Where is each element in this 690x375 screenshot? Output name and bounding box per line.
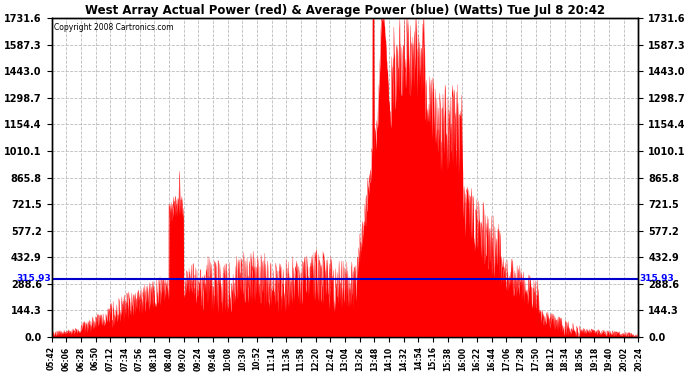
Text: 315.93: 315.93 (639, 274, 674, 283)
Text: 315.93: 315.93 (16, 274, 51, 283)
Text: Copyright 2008 Cartronics.com: Copyright 2008 Cartronics.com (55, 23, 174, 32)
Title: West Array Actual Power (red) & Average Power (blue) (Watts) Tue Jul 8 20:42: West Array Actual Power (red) & Average … (85, 4, 605, 17)
